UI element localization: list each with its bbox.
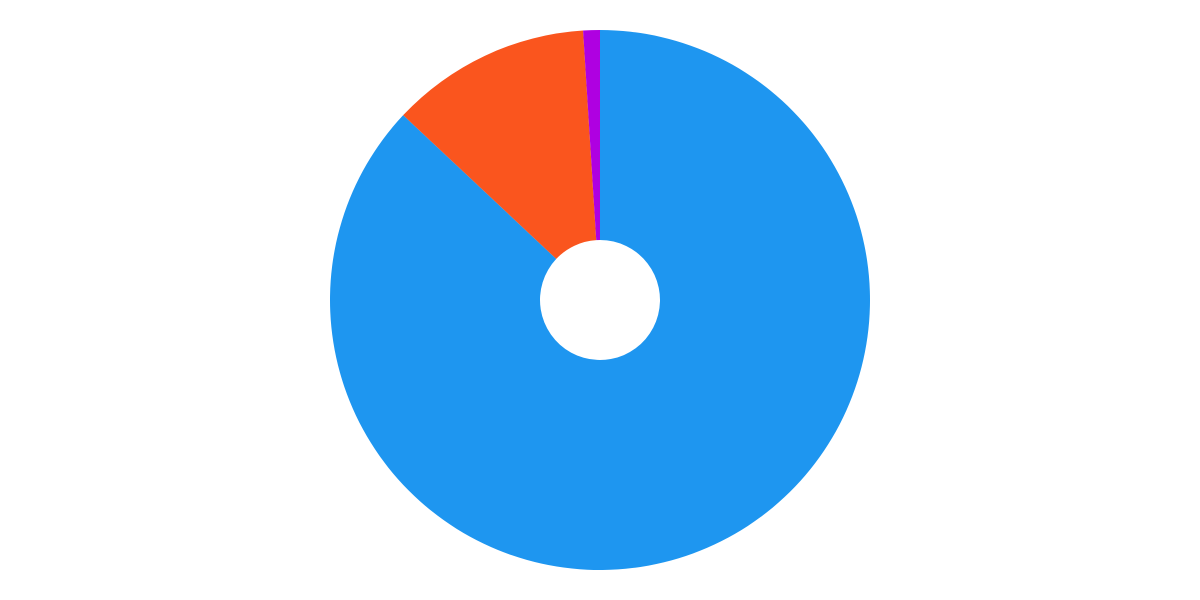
donut-chart-container bbox=[0, 0, 1200, 600]
donut-chart bbox=[0, 0, 1200, 600]
